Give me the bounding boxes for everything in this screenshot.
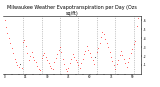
Title: Milwaukee Weather Evapotranspiration per Day (Ozs sq/ft): Milwaukee Weather Evapotranspiration per… bbox=[7, 5, 137, 16]
